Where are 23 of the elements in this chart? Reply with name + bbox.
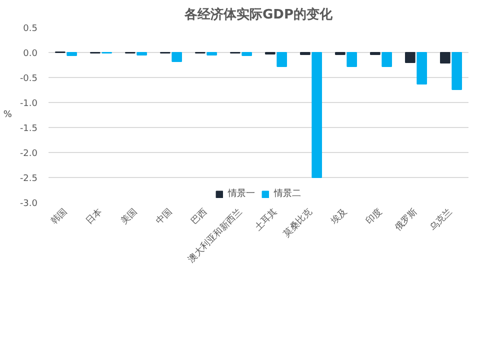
- x-tick-label: 中国: [154, 206, 175, 227]
- y-tick-label: -2.5: [20, 174, 38, 184]
- y-tick-label: -0.5: [20, 74, 38, 84]
- legend-label: 情景二: [274, 188, 301, 200]
- y-tick-label: -1.0: [20, 99, 38, 109]
- x-tick-label: 日本: [84, 206, 105, 227]
- y-tick-label: -3.0: [20, 199, 38, 209]
- x-tick-label: 巴西: [190, 206, 210, 227]
- x-tick-label: 韩国: [49, 206, 70, 227]
- x-tick-label: 土耳其: [252, 206, 280, 234]
- x-tick-label: 乌克兰: [428, 206, 455, 234]
- legend-label: 情景一: [228, 188, 255, 200]
- x-tick-label: 埃及: [328, 206, 350, 228]
- x-tick-label: 莫桑比克: [281, 206, 315, 240]
- x-tick-label: 美国: [119, 206, 140, 227]
- x-tick-label: 俄罗斯: [392, 206, 420, 234]
- chart-title: 各经济体实际GDP的变化: [184, 6, 334, 22]
- x-tick-label: 印度: [364, 206, 385, 227]
- y-axis-title: %: [3, 110, 12, 120]
- y-tick-label: -2.0: [20, 149, 38, 159]
- y-tick-label: 0.0: [23, 49, 38, 59]
- y-tick-label: 0.5: [23, 24, 38, 34]
- y-tick-label: -1.5: [20, 124, 38, 134]
